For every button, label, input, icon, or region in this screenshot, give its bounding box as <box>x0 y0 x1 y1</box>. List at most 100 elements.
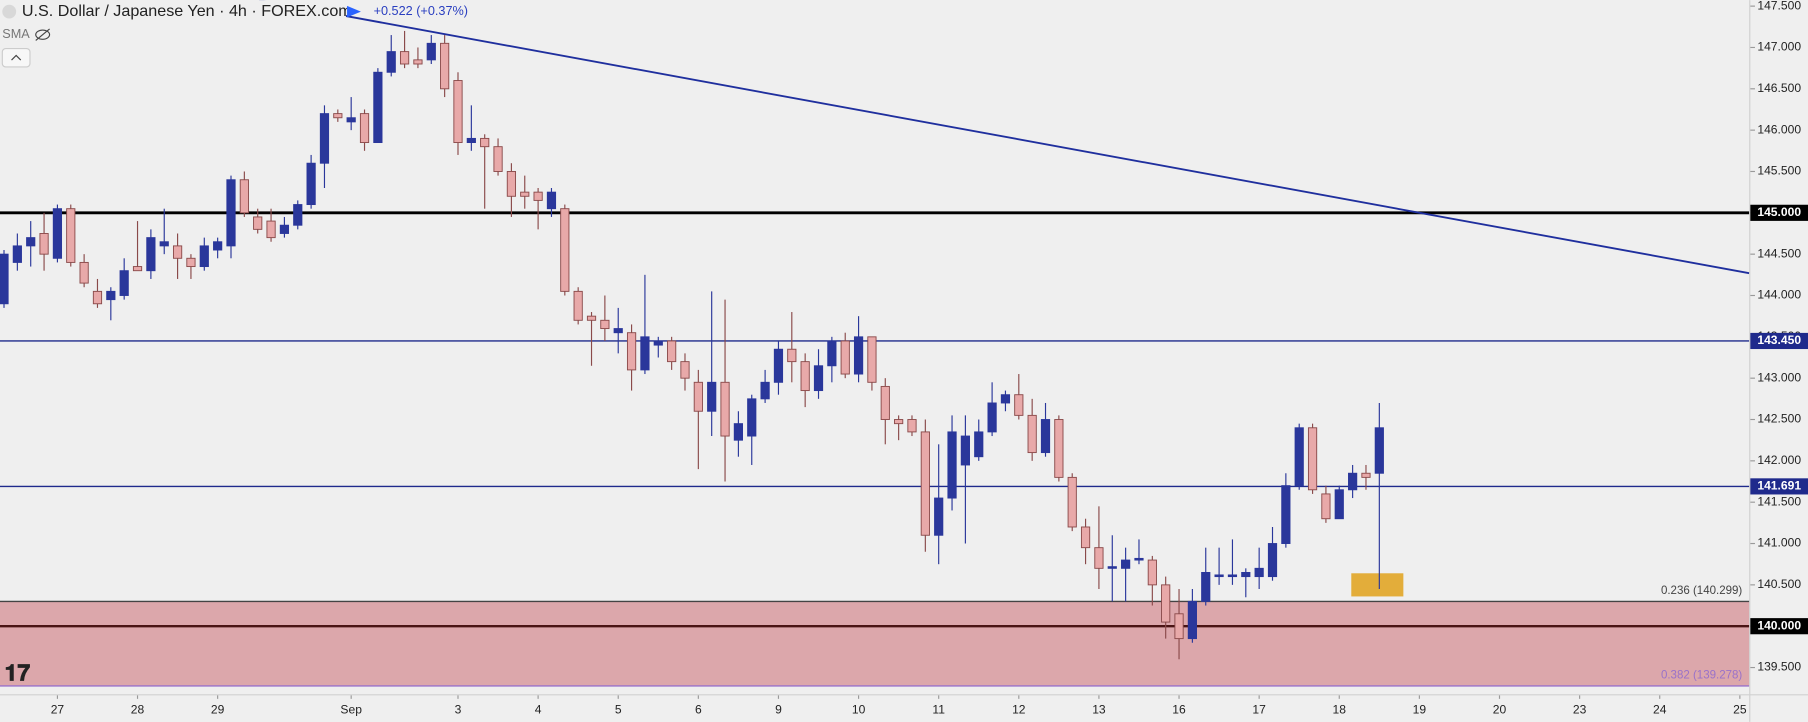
x-tick-label: 27 <box>51 703 65 717</box>
y-tick-label: 146.000 <box>1757 122 1801 136</box>
candle-body <box>1107 566 1117 569</box>
candle-body <box>586 315 597 321</box>
candle-body <box>0 253 9 305</box>
collapse-button[interactable] <box>1 47 31 68</box>
level-badge <box>1750 204 1808 221</box>
candle-body <box>493 146 503 172</box>
y-tick-label: 142.000 <box>1757 453 1801 467</box>
candle-body <box>1348 472 1358 491</box>
candle-body <box>66 208 76 263</box>
plot: 0.236 (140.299) 0.382 (139.278) <box>0 0 1750 687</box>
candle-body <box>613 328 623 334</box>
candle-body <box>934 497 944 536</box>
candle-body <box>880 385 890 420</box>
level-badge-label: 141.691 <box>1757 479 1801 493</box>
trendline <box>258 0 1750 275</box>
candle-body <box>1174 613 1184 640</box>
candle-body <box>172 245 183 259</box>
candle-body <box>119 270 129 296</box>
candle-body <box>39 233 49 255</box>
candle-body <box>146 237 156 272</box>
x-tick-label: Sep <box>340 703 362 717</box>
candle-body <box>279 224 290 234</box>
x-tick-label: 23 <box>1573 703 1587 717</box>
candle-body <box>1067 476 1077 528</box>
candle-body <box>386 51 396 73</box>
x-tick-label: 19 <box>1413 703 1427 717</box>
candle-body <box>1000 394 1011 404</box>
candle-body <box>306 162 316 206</box>
candle-body <box>239 179 249 214</box>
x-tick-label: 9 <box>775 703 782 717</box>
candle-body <box>1014 394 1024 416</box>
candle-body <box>266 220 276 239</box>
y-tick-label: 147.000 <box>1757 40 1801 54</box>
candle-body <box>787 348 797 363</box>
candle-body <box>800 361 810 392</box>
candle-body <box>1134 557 1144 561</box>
price-change: +0.522 (+0.37%) <box>374 4 468 18</box>
candle-body <box>1201 571 1211 602</box>
candle-body <box>520 191 530 197</box>
candle-body <box>626 332 637 371</box>
candle-body <box>213 241 223 251</box>
x-tick-label: 16 <box>1172 703 1186 717</box>
level-badge <box>1750 332 1808 350</box>
candle-body <box>827 340 837 367</box>
candle-body <box>693 381 703 412</box>
candle-body <box>466 137 476 144</box>
x-tick-label: 29 <box>211 703 225 717</box>
candle-body <box>894 419 904 425</box>
header-bg <box>0 0 346 24</box>
candle-body <box>1080 526 1091 549</box>
flag-icon <box>347 5 361 18</box>
candle-body <box>773 348 784 383</box>
candle-body <box>907 419 917 433</box>
candle-body <box>159 241 169 247</box>
level-badge <box>1750 618 1808 635</box>
level-badge-label: 140.000 <box>1757 618 1801 632</box>
symbol-title: U.S. Dollar / Japanese Yen · 4h · FOREX.… <box>22 2 352 20</box>
x-tick-label: 11 <box>932 703 945 717</box>
candle-body <box>1054 419 1064 478</box>
candle-body <box>440 42 450 90</box>
indicator-name[interactable]: SMA <box>2 27 30 41</box>
x-tick-label: 25 <box>1733 703 1747 717</box>
candle-body <box>480 137 490 148</box>
candle-body <box>1147 559 1157 586</box>
y-tick-label: 139.500 <box>1757 660 1801 674</box>
candle-body <box>1094 547 1104 569</box>
candle-body <box>533 191 543 201</box>
candle-body <box>560 208 570 292</box>
candle-body <box>546 191 557 210</box>
candle-body <box>987 402 997 433</box>
candle-body <box>506 171 517 197</box>
symbol-icon <box>2 4 17 19</box>
candle-body <box>399 51 410 65</box>
x-tick-label: 10 <box>852 703 866 717</box>
candle-body <box>1267 543 1278 578</box>
candle-body <box>413 59 423 65</box>
collapse-icon <box>11 54 22 61</box>
visibility-icon[interactable] <box>35 29 51 40</box>
candle-body <box>960 435 970 466</box>
header: U.S. Dollar / Japanese Yen · 4h · FOREX.… <box>0 0 468 68</box>
highlight-box <box>1351 573 1404 597</box>
x-tick-label: 12 <box>1012 703 1026 717</box>
candle-body <box>853 336 864 375</box>
candle-body <box>1307 427 1318 491</box>
candle-body <box>653 340 663 346</box>
candle-body <box>26 237 36 247</box>
x-tick-label: 18 <box>1333 703 1347 717</box>
y-tick-label: 145.500 <box>1757 164 1801 178</box>
candle-body <box>132 266 143 272</box>
x-tick-label: 6 <box>695 703 702 717</box>
candle-body <box>293 204 303 226</box>
candle-body <box>346 117 356 123</box>
candle-body <box>747 398 757 437</box>
candle-body <box>186 257 196 268</box>
fib-label: 0.236 (140.299) <box>1661 585 1742 597</box>
x-tick-label: 13 <box>1092 703 1106 717</box>
